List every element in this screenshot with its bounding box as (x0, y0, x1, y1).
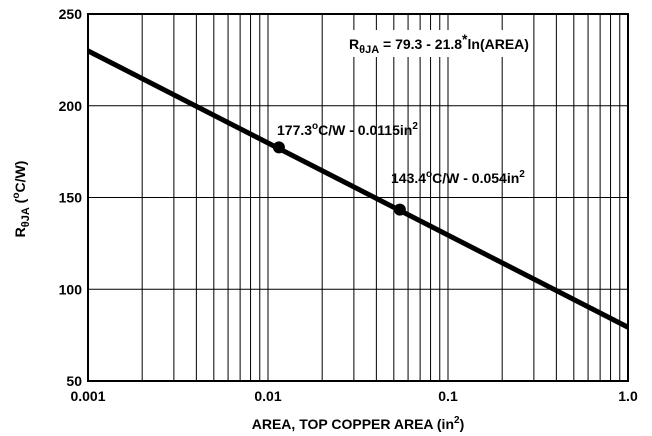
point-label-1-rest: C/W - 0.0115in (318, 122, 412, 138)
y-axis-title-sup: o (11, 193, 22, 199)
y-tick-label: 150 (59, 190, 83, 206)
series-line (86, 48, 630, 330)
x-axis-title-main: AREA, TOP COPPER AREA (in (252, 416, 454, 432)
equation-sup: * (462, 31, 468, 47)
point-label-2-sup: 2 (519, 169, 525, 180)
x-axis-title: AREA, TOP COPPER AREA (in2) (252, 415, 464, 432)
y-tick-labels: 50 100 150 200 250 (59, 6, 83, 389)
equation-annotation: RθJA = 79.3 - 21.8*ln(AREA) (349, 31, 529, 56)
y-tick-label: 100 (59, 281, 83, 297)
series-layer (86, 48, 630, 330)
grid (87, 13, 629, 382)
point-label-1-value: 177.3 (277, 122, 312, 138)
point-label-2-rest: C/W - 0.054in (432, 170, 519, 186)
x-tick-label: 1.0 (618, 388, 638, 404)
point-label-1-sup: 2 (412, 121, 418, 132)
equation-sub: θJA (359, 44, 379, 56)
y-axis-title-main: R (12, 227, 28, 237)
y-axis-title: RθJA (oC/W) (11, 161, 32, 238)
x-axis-title-sup: 2 (454, 415, 460, 426)
equation-pre: R (349, 36, 359, 52)
x-tick-label: 0.001 (70, 388, 105, 404)
point-label-2-degree: o (426, 169, 432, 180)
equation-background (346, 30, 532, 57)
y-axis-title-tail: C/W) (12, 161, 28, 193)
x-tick-label: 0.1 (438, 388, 458, 404)
y-tick-label: 200 (59, 98, 83, 114)
point-label-1-degree: o (312, 121, 318, 132)
y-tick-label: 250 (59, 6, 83, 22)
equation-mid: = 79.3 - 21.8 (379, 36, 462, 52)
point-label-2: 143.4oC/W - 0.054in2 (391, 169, 525, 186)
y-tick-label: 50 (66, 373, 82, 389)
y-axis-title-rest: ( (12, 198, 28, 207)
plot-frame (87, 13, 629, 382)
equation-post: ln(AREA) (468, 36, 529, 52)
x-tick-label: 0.01 (254, 388, 281, 404)
x-tick-labels: 0.001 0.01 0.1 1.0 (70, 388, 637, 404)
data-points (272, 141, 406, 216)
point-label-2-value: 143.4 (391, 170, 426, 186)
y-axis-title-sub: θJA (20, 207, 32, 227)
point-label-1: 177.3oC/W - 0.0115in2 (277, 121, 418, 138)
x-axis-title-tail: ) (460, 416, 465, 432)
data-point (393, 203, 406, 216)
data-point (272, 141, 285, 154)
